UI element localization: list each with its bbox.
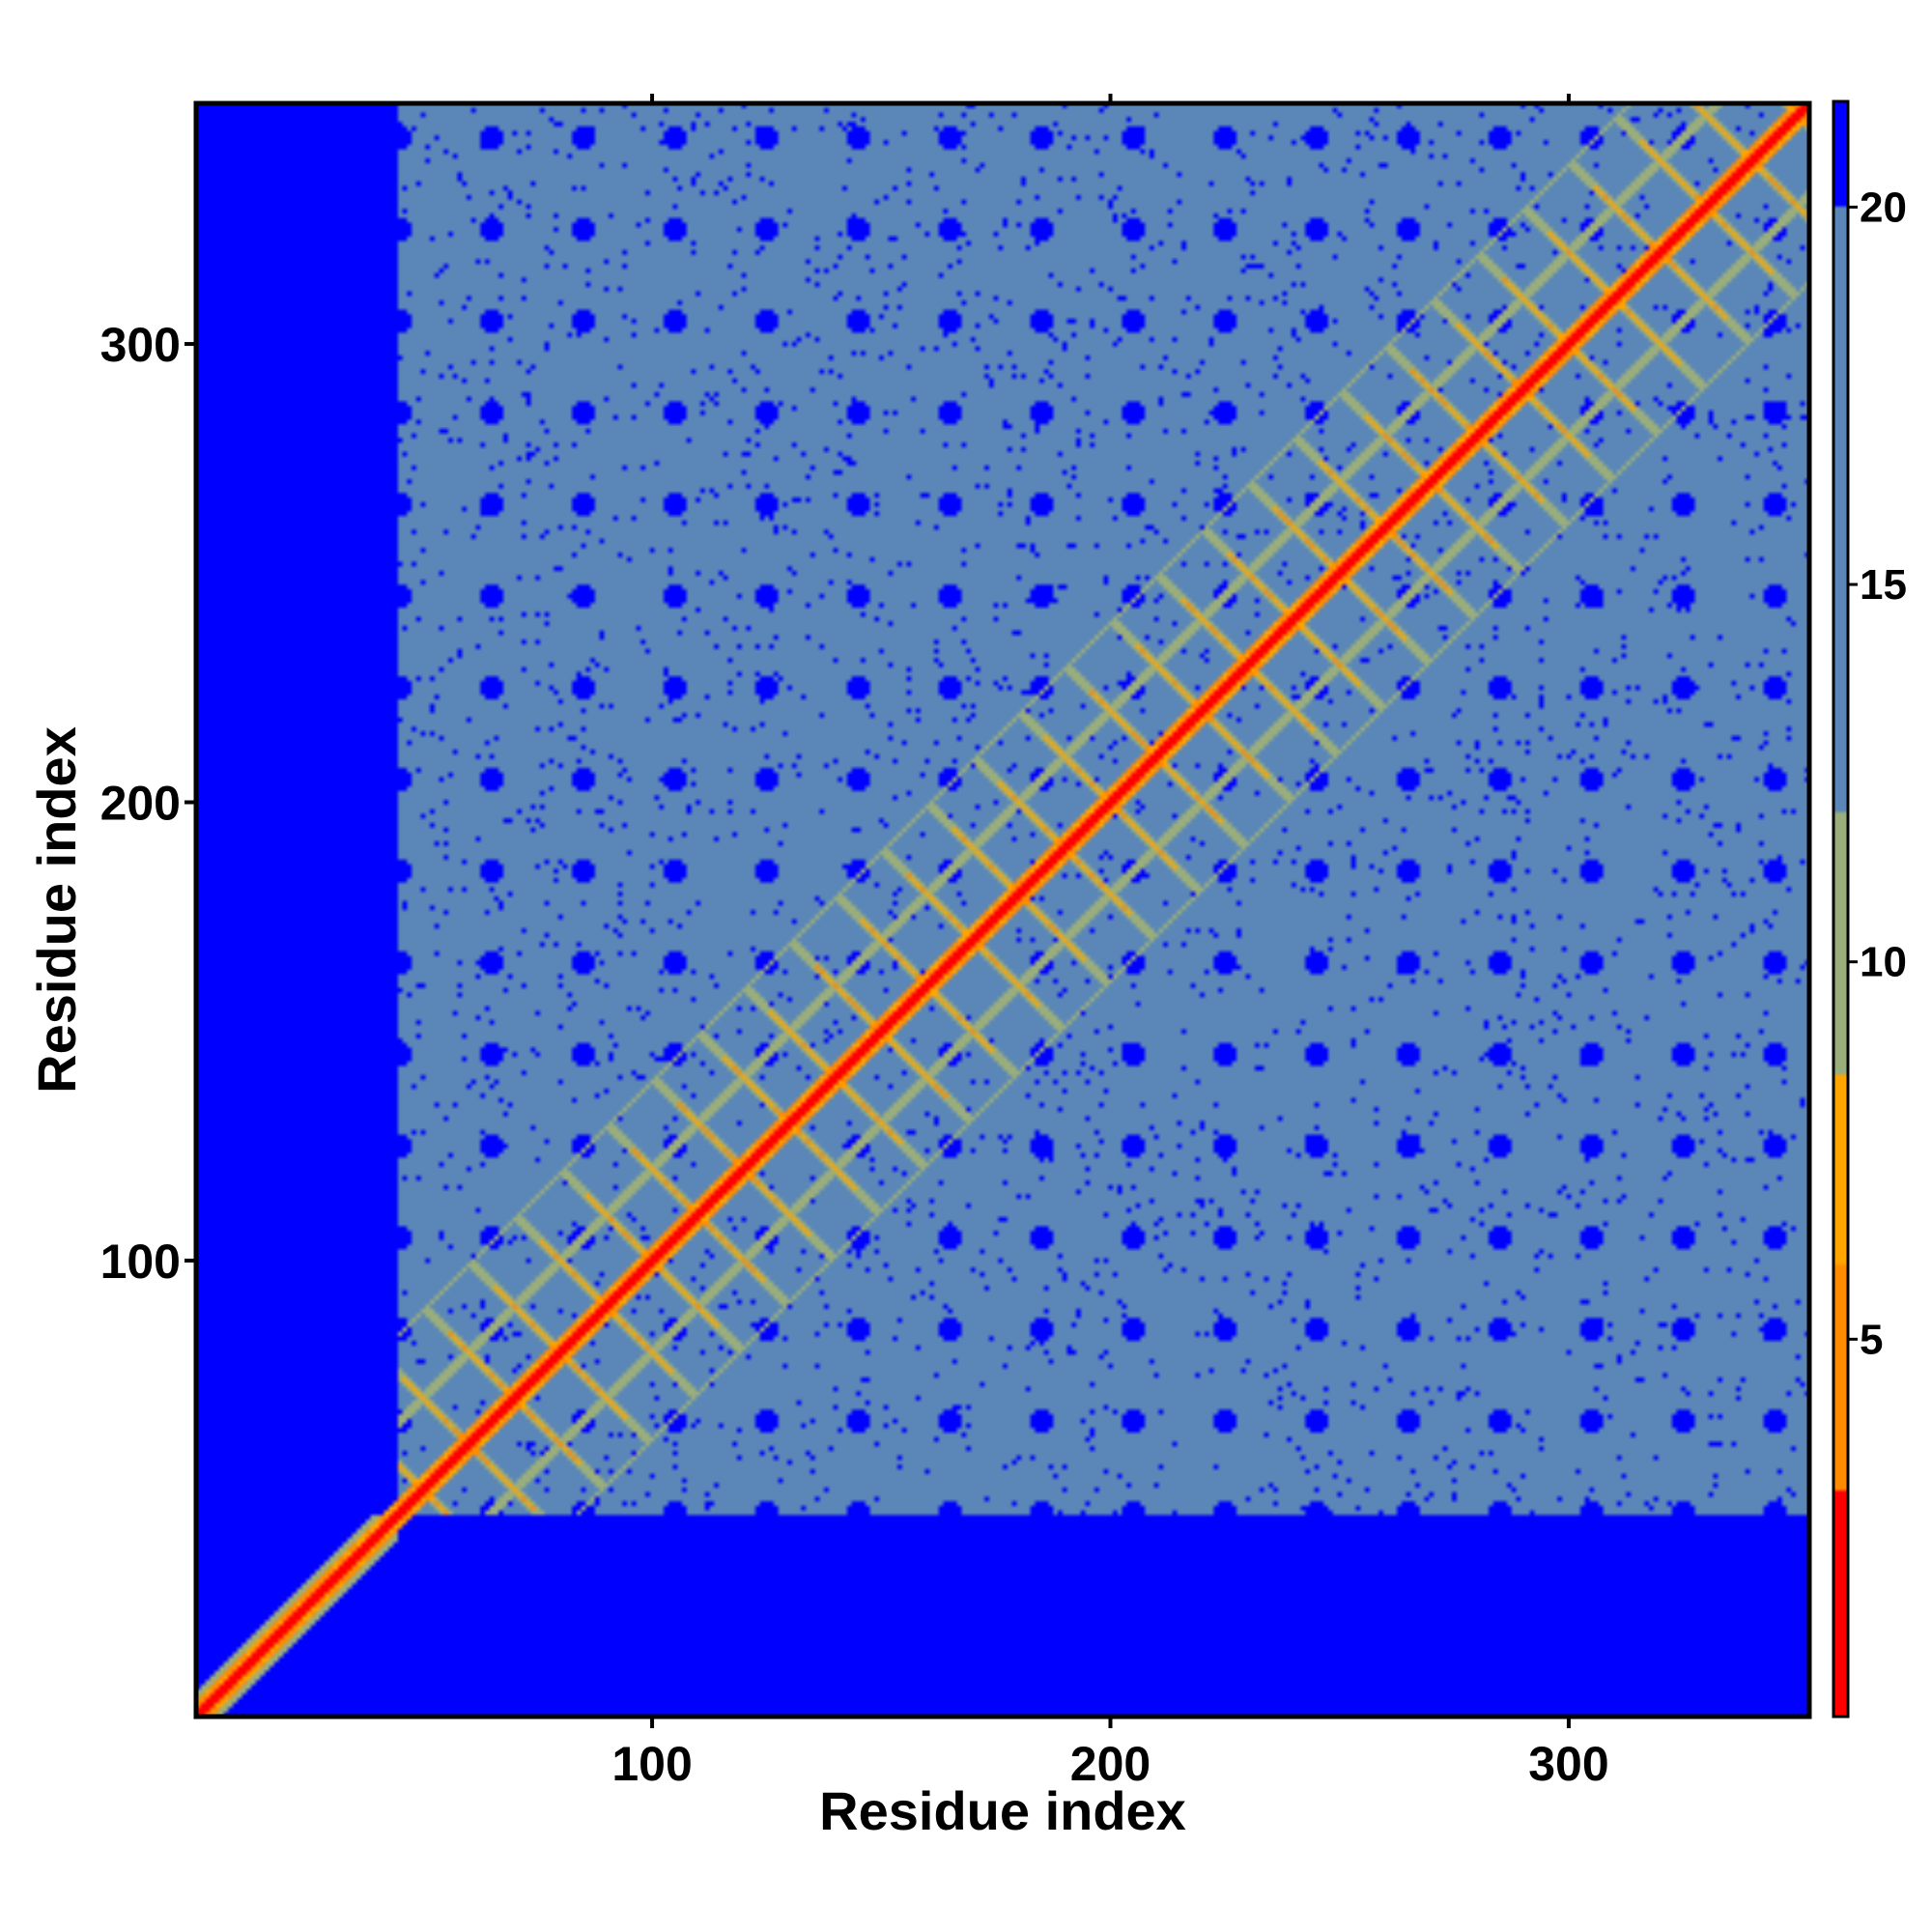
- x-axis-title: Residue index: [819, 1780, 1186, 1841]
- x-axis-ticks: 100 200 300: [611, 94, 1609, 1791]
- colorbar-gradient: [1833, 101, 1848, 1717]
- plot-frame: [193, 100, 1812, 1719]
- x-tick-label: 200: [1070, 1737, 1151, 1791]
- y-axis-ticks: 100 200 300: [100, 318, 196, 1289]
- colorbar-tick-label: 15: [1860, 561, 1907, 609]
- y-tick-label: 300: [100, 318, 181, 372]
- y-tick-label: 100: [100, 1235, 181, 1289]
- heatmap-cells: [196, 103, 1809, 1717]
- x-tick-label: 300: [1528, 1737, 1608, 1791]
- colorbar-tick-label: 10: [1860, 939, 1907, 986]
- colorbar-tick-label: 5: [1860, 1316, 1883, 1363]
- y-tick-label: 200: [100, 777, 181, 831]
- y-axis-title: Residue index: [26, 726, 87, 1094]
- colorbar-frame: [1832, 99, 1850, 1719]
- colorbar-tick-label: 20: [1860, 184, 1907, 231]
- colorbar-ticks: 5 10 15 20: [1848, 184, 1907, 1363]
- x-tick-label: 100: [611, 1737, 692, 1791]
